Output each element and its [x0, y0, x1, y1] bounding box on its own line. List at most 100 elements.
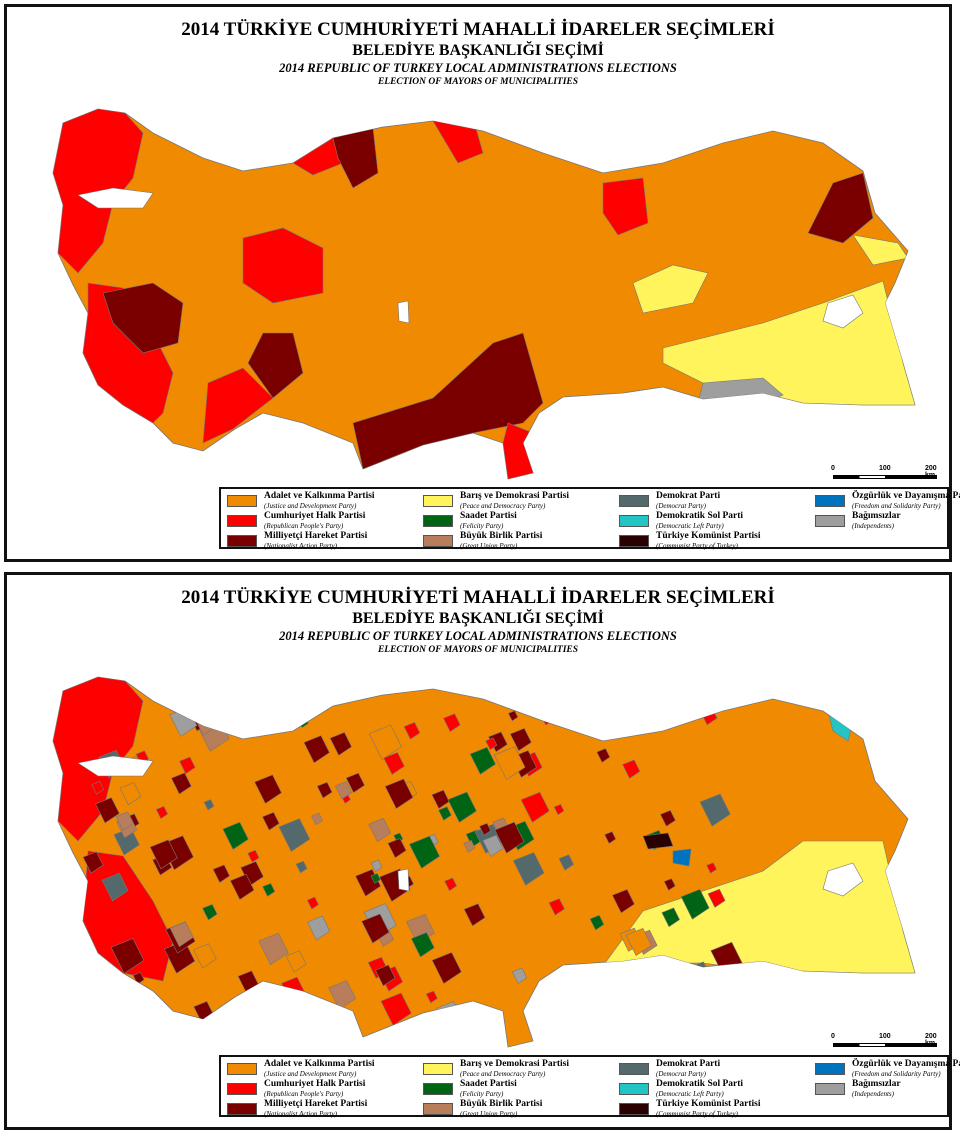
legend-party-name: Bağımsızlar [852, 511, 901, 521]
title-en: 2014 REPUBLIC OF TURKEY LOCAL ADMINISTRA… [279, 61, 677, 75]
legend-item-tkp: Türkiye Komünist Partisi (Communist Part… [613, 531, 798, 551]
region-mhp [494, 821, 525, 854]
legend-swatch [227, 1103, 257, 1115]
legend-swatch [619, 1083, 649, 1095]
legend-party-english: (Democratic Left Party) [656, 1090, 724, 1098]
legend: Adalet ve Kalkınma Partisi (Justice and … [219, 1055, 960, 1119]
region-mhp [509, 728, 532, 752]
scale-bar: 0 100 200 km [829, 465, 941, 485]
legend-swatch [423, 515, 453, 527]
region-chp [502, 422, 534, 479]
legend-party-english: (Republican People's Party) [264, 1090, 344, 1098]
scale-label: 0 [831, 465, 835, 472]
legend-party-name: Barış ve Demokrasi Partisi [460, 491, 569, 501]
legend-item-bbp: Büyük Birlik Partisi (Great Union Party) [417, 1099, 602, 1119]
region-dp [558, 854, 574, 871]
region-mhp [316, 781, 333, 799]
legend-party-english: (Great Union Party) [460, 542, 518, 550]
region-mhp [611, 889, 635, 914]
legend-item-ind: Bağımsızlar (Independents) [809, 1079, 960, 1099]
subtitle-tr: BELEDİYE BAŞKANLIĞI SEÇİMİ [352, 42, 604, 59]
scale-label: 0 [831, 1033, 835, 1040]
region-ind [511, 967, 528, 984]
legend-party-english: (Nationalist Action Party) [264, 542, 337, 550]
region-akp [368, 724, 402, 760]
region-mhp [102, 282, 184, 354]
region-mhp [345, 772, 365, 794]
legend-party-name: Milliyetçi Hareket Partisi [264, 1099, 368, 1109]
region-chp [444, 877, 458, 892]
legend-item-odp: Özgürlük ve Dayanışma Partisi (Freedom a… [809, 491, 960, 511]
legend-party-name: Türkiye Komünist Partisi [656, 531, 761, 541]
legend-item-akp: Adalet ve Kalkınma Partisi (Justice and … [221, 491, 406, 511]
title-en: 2014 REPUBLIC OF TURKEY LOCAL ADMINISTRA… [279, 629, 677, 643]
region-chp [403, 722, 421, 740]
legend-party-name: Demokratik Sol Parti [656, 1079, 744, 1089]
region-chp [706, 862, 717, 874]
region-chp [602, 177, 649, 236]
region-mhp [247, 332, 304, 399]
region-akp [119, 782, 142, 806]
scale-bar: 0 100 200 km [829, 1033, 941, 1053]
region-bbp [169, 921, 194, 948]
region-akp [493, 746, 526, 781]
region-bbp [311, 812, 323, 826]
legend-item-odp: Özgürlük ve Dayanışma Partisi (Freedom a… [809, 1059, 960, 1079]
region-akp [193, 943, 217, 969]
subtitle-en: ELECTION OF MAYORS OF MUNICIPALITIES [377, 77, 579, 87]
map-panel-districts: 2014 TÜRKİYE CUMHURİYETİ MAHALLİ İDARELE… [4, 572, 960, 1130]
legend-swatch [423, 1103, 453, 1115]
region-chp [548, 898, 565, 916]
legend-item-sp: Saadet Partisi (Felicity Party) [417, 1079, 602, 1099]
legend-party-english: (Independents) [852, 522, 894, 530]
region-dp [278, 818, 311, 852]
legend-party-name: Özgürlük ve Dayanışma Partisi [852, 491, 960, 501]
region-mhp [303, 735, 330, 764]
region-dp [295, 860, 308, 874]
map-panel-provinces: 2014 TÜRKİYE CUMHURİYETİ MAHALLİ İDARELE… [4, 4, 960, 562]
scale-label: 200 km [925, 1033, 937, 1047]
region-chp [91, 781, 105, 795]
region-tkp [642, 832, 674, 850]
region-mhp [431, 952, 462, 985]
region-mhp [375, 964, 396, 987]
region-sp [438, 806, 452, 821]
region-mhp [463, 903, 486, 927]
tuz-lake [397, 300, 410, 324]
legend-swatch [815, 1083, 845, 1095]
region-sp [202, 903, 218, 921]
region-mhp [387, 838, 407, 859]
region-chp [202, 367, 274, 444]
legend-item-bdp: Barış ve Demokrasi Partisi (Peace and De… [417, 491, 602, 511]
region-chp [242, 227, 324, 304]
region-chp [255, 995, 266, 1006]
legend-item-dp: Demokrat Parti (Democrat Party) [613, 491, 798, 511]
legend-swatch [227, 1083, 257, 1095]
legend-party-english: (Democratic Left Party) [656, 522, 724, 530]
legend-item-bdp: Barış ve Demokrasi Partisi (Peace and De… [417, 1059, 602, 1079]
region-dp [699, 793, 731, 827]
region-akp [625, 927, 652, 956]
legend-party-english: (Justice and Development Party) [264, 1070, 357, 1078]
legend-party-name: Saadet Partisi [460, 1079, 517, 1089]
legend-swatch [423, 1083, 453, 1095]
region-ind [482, 834, 504, 857]
region-sp [262, 882, 276, 897]
legend-item-dsp: Demokratik Sol Parti (Democratic Left Pa… [613, 511, 798, 531]
scale-label: 100 [879, 1033, 891, 1040]
region-mhp [361, 913, 390, 944]
region-chp [247, 849, 260, 863]
turkey-map [52, 108, 916, 480]
region-bbp [368, 817, 392, 843]
region-mhp [262, 811, 280, 831]
region-mhp [659, 809, 676, 827]
region-dp [101, 872, 129, 902]
legend-swatch [619, 515, 649, 527]
region-dp [203, 799, 215, 811]
region-sp [589, 914, 605, 931]
region-akp [285, 950, 307, 973]
map-titles: 2014 TÜRKİYE CUMHURİYETİ MAHALLİ İDARELE… [7, 587, 949, 656]
legend-swatch [619, 495, 649, 507]
legend-party-name: Saadet Partisi [460, 511, 517, 521]
legend: Adalet ve Kalkınma Partisi (Justice and … [219, 487, 960, 551]
